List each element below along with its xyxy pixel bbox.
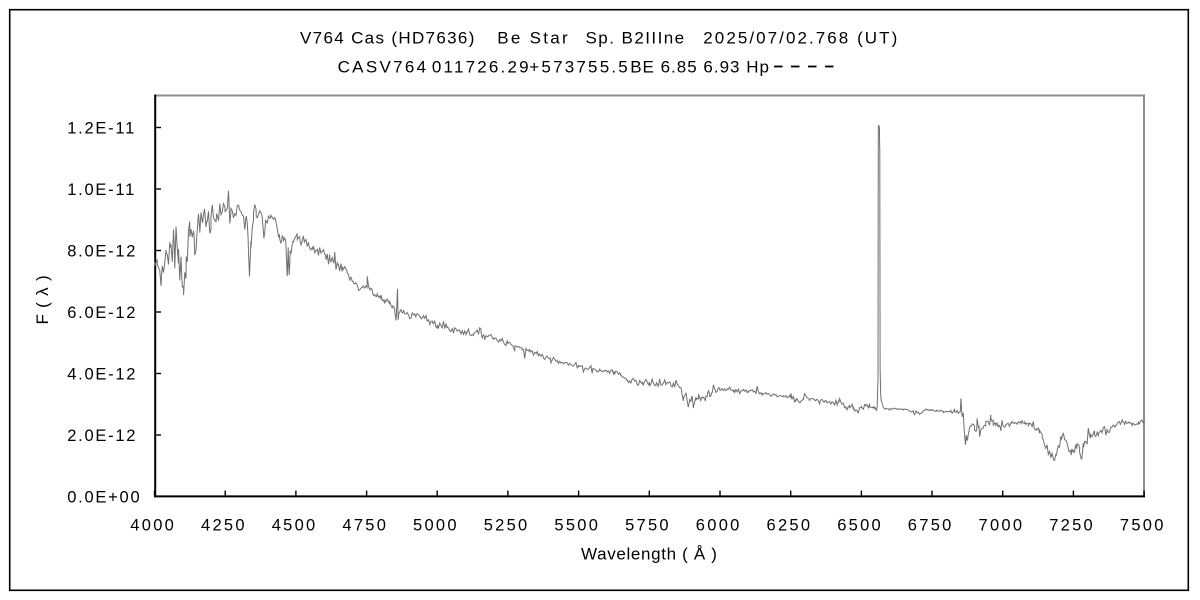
svg-text:6500: 6500	[837, 517, 883, 535]
svg-text:8.0E-12: 8.0E-12	[67, 243, 137, 261]
svg-text:F(λ): F(λ)	[33, 269, 52, 324]
svg-text:5250: 5250	[484, 517, 530, 535]
svg-text:Sp. B2IIIne: Sp. B2IIIne	[586, 28, 686, 47]
svg-text:6.0E-12: 6.0E-12	[67, 304, 137, 322]
svg-text:4250: 4250	[201, 517, 247, 535]
svg-text:BE 6.85 6.93 Hp: BE 6.85 6.93 Hp	[630, 58, 770, 77]
svg-text:7250: 7250	[1049, 517, 1095, 535]
svg-text:V764 Cas (HD7636): V764 Cas (HD7636)	[300, 28, 476, 47]
svg-text:1.0E-11: 1.0E-11	[67, 181, 136, 199]
svg-text:5750: 5750	[625, 517, 671, 535]
svg-text:CASV764: CASV764	[338, 58, 429, 77]
svg-text:6250: 6250	[767, 517, 813, 535]
svg-text:4750: 4750	[342, 517, 388, 535]
svg-text:2025/07/02.768 (UT): 2025/07/02.768 (UT)	[703, 28, 899, 47]
svg-text:7500: 7500	[1120, 517, 1166, 535]
svg-text:Wavelength ( Å ): Wavelength ( Å )	[581, 545, 718, 564]
svg-text:7000: 7000	[979, 517, 1025, 535]
svg-text:Be Star: Be Star	[497, 28, 570, 47]
svg-text:6000: 6000	[696, 517, 742, 535]
svg-text:0.0E+00: 0.0E+00	[67, 489, 141, 507]
svg-text:4500: 4500	[272, 517, 318, 535]
svg-text:5000: 5000	[413, 517, 459, 535]
svg-text:011726.29: 011726.29	[432, 58, 531, 77]
svg-text:6750: 6750	[908, 517, 954, 535]
svg-text:1.2E-11: 1.2E-11	[67, 120, 136, 138]
svg-text:4.0E-12: 4.0E-12	[67, 366, 137, 384]
svg-text:5500: 5500	[554, 517, 600, 535]
svg-text:+573755.5: +573755.5	[529, 58, 630, 77]
svg-text:4000: 4000	[130, 517, 176, 535]
svg-text:2.0E-12: 2.0E-12	[67, 427, 137, 445]
